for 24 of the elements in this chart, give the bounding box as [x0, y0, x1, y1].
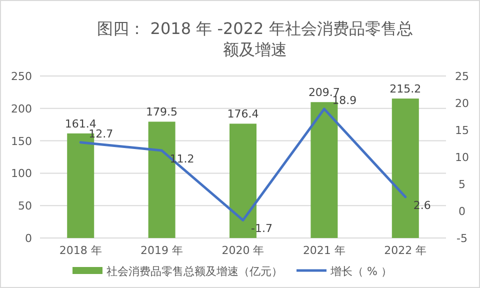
- x-tick-label: 2018 年: [59, 244, 102, 257]
- y-tick-label: 0: [25, 232, 32, 245]
- x-tick-label: 2019 年: [140, 244, 184, 257]
- data-label: 179.5: [146, 106, 178, 119]
- legend-label: 社会消费品零售总额及增速（亿元）: [106, 265, 282, 278]
- y2-tick-label: 5: [458, 178, 466, 191]
- data-label: 215.2: [390, 82, 422, 96]
- y2-tick-label: -5: [456, 232, 468, 245]
- chart-title: 图四： 2018 年 -2022 年社会消费品零售总额及增速: [97, 19, 413, 59]
- data-label: 176.4: [227, 108, 259, 121]
- y2-tick-label: 10: [455, 151, 469, 164]
- y2-tick-label: 20: [455, 97, 469, 110]
- y-tick-label: 150: [11, 134, 32, 148]
- y2-tick-label: 15: [455, 124, 469, 137]
- y-tick-label: 100: [11, 167, 32, 180]
- y-tick-label: 50: [18, 200, 32, 213]
- x-tick-label: 2021 年: [302, 244, 346, 257]
- y-tick-label: 250: [11, 70, 32, 83]
- legend-label: 增长（ % ）: [330, 265, 392, 278]
- x-tick-label: 2020 年: [222, 244, 264, 257]
- y2-tick-label: 0: [458, 205, 466, 218]
- x-tick-label: 2022 年: [384, 244, 427, 257]
- y2-tick-label: 25: [455, 70, 469, 83]
- y-tick-label: 200: [11, 102, 32, 116]
